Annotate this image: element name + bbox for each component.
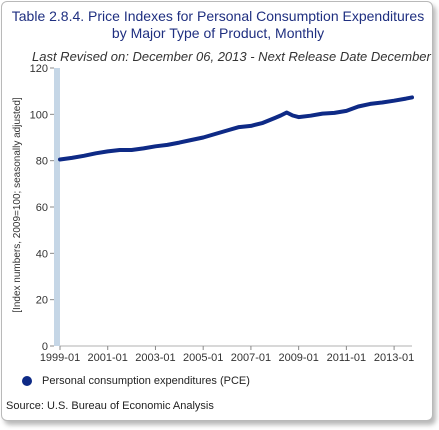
legend-marker bbox=[22, 376, 32, 386]
x-tick-label: 2013-01 bbox=[374, 352, 414, 364]
y-tick-label: 40 bbox=[36, 248, 48, 260]
y-tick-label: 100 bbox=[30, 109, 48, 121]
x-tick-label: 2001-01 bbox=[88, 352, 128, 364]
y-tick-label: 80 bbox=[36, 156, 48, 168]
x-tick-label: 1999-01 bbox=[40, 352, 80, 364]
chart-panel: Table 2.8.4. Price Indexes for Personal … bbox=[1, 1, 433, 421]
y-tick-label: 20 bbox=[36, 295, 48, 307]
y-axis-label: [Index numbers, 2009=100; seasonally adj… bbox=[12, 97, 23, 313]
legend[interactable]: Personal consumption expenditures (PCE) bbox=[22, 373, 250, 389]
x-tick-label: 2009-01 bbox=[278, 352, 318, 364]
x-tick-label: 2003-01 bbox=[135, 352, 175, 364]
y-tick-label: 0 bbox=[42, 341, 48, 353]
chart-subtitle: Last Revised on: December 06, 2013 - Nex… bbox=[32, 49, 431, 64]
chart-title: Table 2.8.4. Price Indexes for Personal … bbox=[11, 8, 425, 41]
x-tick-label: 2005-01 bbox=[183, 352, 223, 364]
y-axis-band bbox=[54, 68, 60, 346]
legend-label: Personal consumption expenditures (PCE) bbox=[42, 375, 250, 387]
source-note: Source: U.S. Bureau of Economic Analysis bbox=[6, 400, 214, 412]
y-tick-label: 60 bbox=[36, 202, 48, 214]
series-line-pce bbox=[58, 95, 414, 162]
y-tick-label: 120 bbox=[30, 63, 48, 75]
x-tick-label: 2007-01 bbox=[231, 352, 271, 364]
x-tick-label: 2011-01 bbox=[327, 352, 367, 364]
